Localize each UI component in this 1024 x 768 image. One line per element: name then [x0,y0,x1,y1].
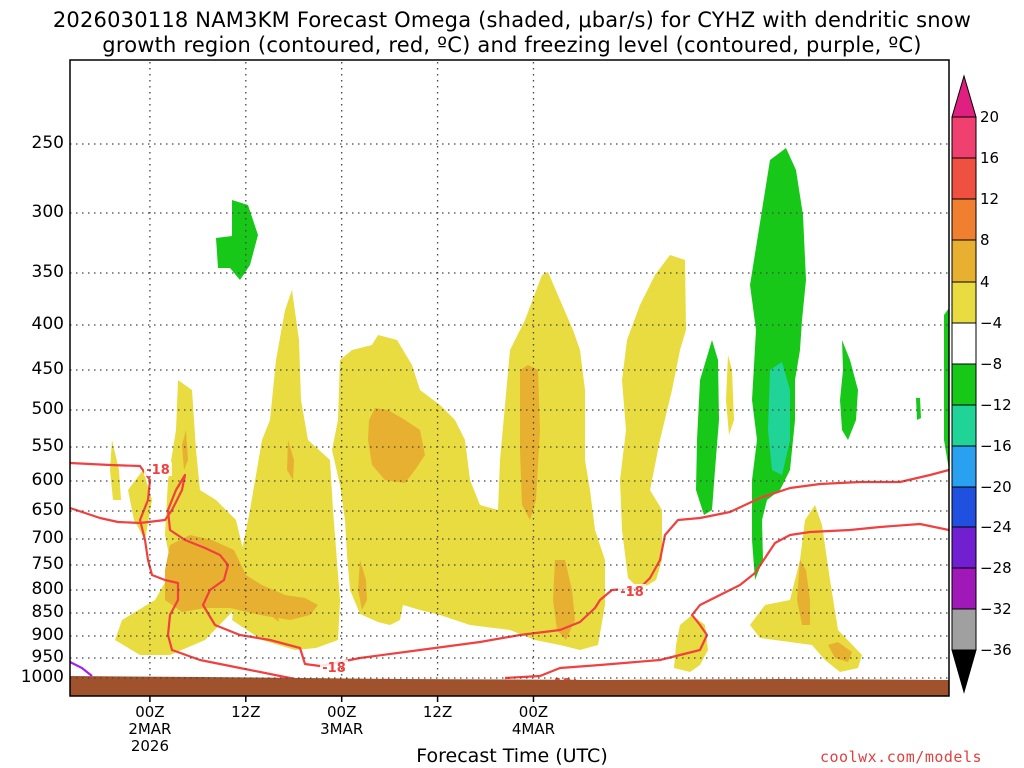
terrain-layer [70,676,949,696]
colorbar-label: −28 [980,559,1012,577]
colorbar-segment [951,526,977,569]
omega-region [520,365,540,520]
colorbar-segment [951,567,977,610]
colorbar-segment [951,239,977,283]
contour-label: -18 [146,463,170,478]
y-tick-label: 350 [31,262,64,282]
y-tick-label: 700 [31,528,64,548]
colorbar-label: −32 [980,600,1012,618]
x-tick-label: 12Z [231,703,261,721]
omega-region [216,200,258,280]
y-tick-label: 500 [31,399,64,419]
colorbar-label: 12 [980,190,1000,208]
chart-title-line-2: growth region (contoured, red, ºC) and f… [102,33,922,57]
omega-shading [110,148,949,672]
x-tick-label: 4MAR [511,720,556,738]
omega-region [182,430,188,470]
colorbar-label: −8 [980,355,1003,373]
colorbar [951,74,977,694]
colorbar-label: −20 [980,478,1012,496]
terrain-fill [70,676,949,696]
contour-label: -18 [620,585,644,600]
omega-region [840,340,858,440]
x-tick-label: 2026 [130,737,169,755]
x-tick-label: 00Z [327,703,357,721]
contour-label-bg [144,462,172,476]
colorbar-segment [951,322,977,365]
omega-region [828,642,852,662]
y-tick-label: 400 [31,314,64,334]
dendritic-contour [504,522,949,680]
colorbar-label: 4 [980,273,990,291]
colorbar-segment [951,404,977,447]
y-tick-label: 800 [31,579,64,599]
omega-region [110,440,121,500]
colorbar-segment [951,281,977,324]
y-tick-label: 850 [31,602,64,622]
freezing-level-contour [70,661,93,677]
colorbar-segment [951,608,977,651]
colorbar-label: −36 [980,641,1012,659]
x-axis-title: Forecast Time (UTC) [416,745,608,767]
colorbar-label: −16 [980,437,1012,455]
omega-region [916,398,921,420]
colorbar-label: −12 [980,396,1012,414]
colorbar-segment [951,363,977,406]
omega-region [368,408,425,483]
omega-region [332,272,605,650]
x-tick-label: 3MAR [320,720,364,738]
source-credit[interactable]: coolwx.com/models [820,748,983,766]
colorbar-label: 20 [980,108,1000,126]
omega-region [944,308,949,470]
omega-region [750,148,806,580]
omega-region [726,355,734,435]
y-tick-label: 250 [31,133,64,153]
colorbar-segment [951,198,977,241]
y-tick-label: 750 [31,554,64,574]
x-tick-label: 2MAR [128,720,172,738]
y-tick-label: 600 [31,470,64,490]
colorbar-label: −24 [980,518,1012,536]
omega-region [358,560,367,610]
y-tick-label: 900 [31,625,64,645]
y-tick-label: 300 [31,202,64,222]
y-tick-label: 1000 [20,667,64,687]
x-tick-label: 00Z [135,703,165,721]
chart-title-line-1: 2026030118 NAM3KM Forecast Omega (shaded… [52,8,972,32]
colorbar-label: 8 [980,231,990,249]
omega-region [165,535,318,620]
y-tick-label: 550 [31,436,64,456]
colorbar-top-arrow [951,74,977,118]
colorbar-label: 16 [980,149,1000,167]
y-tick-label: 650 [31,500,64,520]
x-tick-label: 12Z [422,703,453,721]
omega-region [620,255,686,590]
omega-region [265,590,279,622]
colorbar-segment [951,116,977,159]
contour-label-bg [320,660,348,674]
grid-lines [70,62,949,679]
omega-region [553,560,575,640]
contour-label: -18 [322,661,346,676]
contour-label-bg [618,584,646,598]
omega-region [797,560,810,625]
colorbar-segment [951,445,977,488]
colorbar-label: −4 [980,314,1003,332]
colorbar-bottom-arrow [951,649,977,694]
colorbar-segment [951,157,977,200]
omega-region [232,290,340,650]
colorbar-segment [951,486,977,528]
omega-region [287,440,294,480]
omega-region [696,340,719,515]
plot-frame [69,59,950,697]
y-tick-label: 450 [31,359,64,379]
axis-ticks [149,696,535,702]
x-tick-label: 00Z [518,703,549,721]
y-tick-label: 950 [31,647,64,667]
